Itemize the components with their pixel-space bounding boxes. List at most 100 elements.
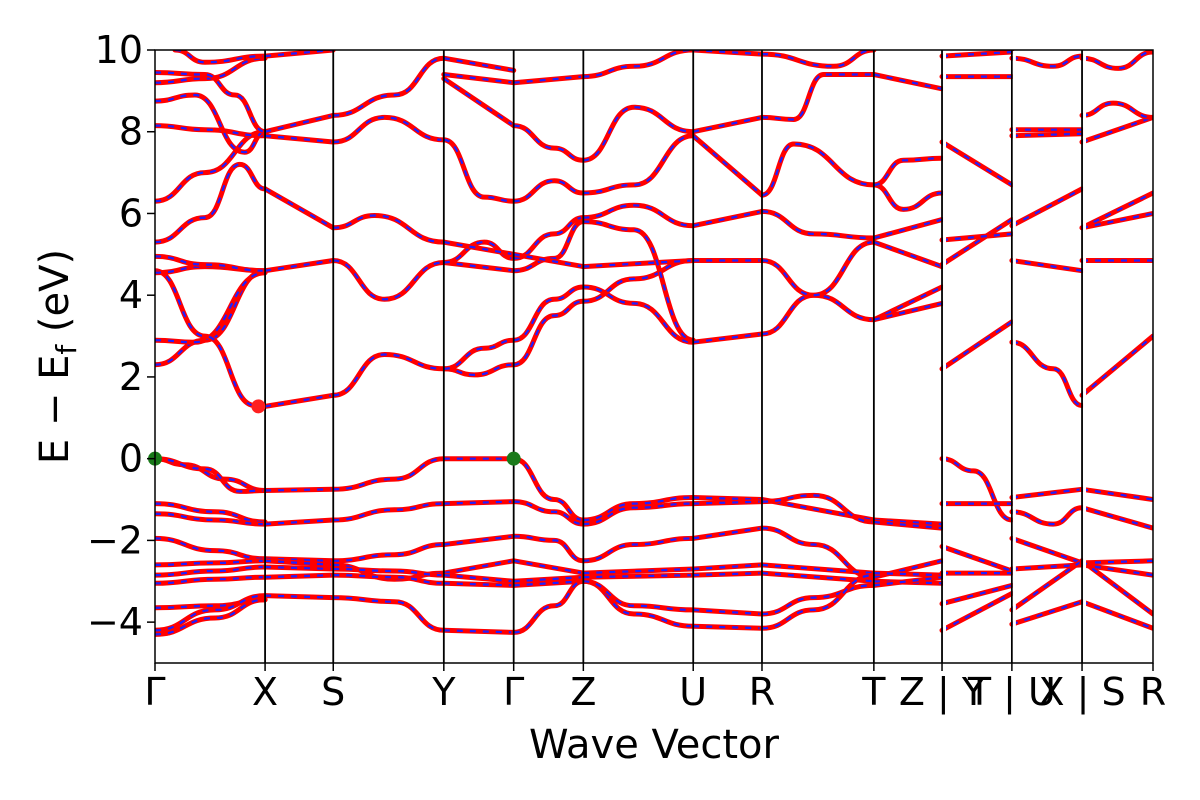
band-line-red bbox=[330, 351, 447, 398]
band-line-red bbox=[262, 112, 336, 135]
band-line-red bbox=[262, 133, 336, 145]
band-line bbox=[511, 215, 586, 261]
band-line-blue-dash bbox=[583, 580, 694, 611]
band-line bbox=[1009, 558, 1085, 613]
band-line-red bbox=[690, 562, 765, 572]
band-line bbox=[1079, 211, 1153, 231]
band-line bbox=[1009, 562, 1085, 572]
band-line-blue-dash bbox=[941, 320, 1013, 370]
band-line bbox=[580, 50, 696, 80]
band-line bbox=[441, 76, 517, 129]
band-line-blue-dash bbox=[155, 93, 266, 154]
band-line bbox=[871, 284, 945, 323]
band-line-blue-dash bbox=[692, 134, 763, 196]
band-line bbox=[155, 501, 268, 525]
band-line bbox=[155, 593, 268, 633]
y-tick-label: 6 bbox=[119, 191, 143, 235]
band-line bbox=[155, 92, 268, 155]
x-tick-label: T bbox=[861, 670, 886, 714]
band-line-red bbox=[330, 212, 447, 245]
band-line-red bbox=[262, 50, 336, 59]
x-tick-label: S bbox=[321, 670, 345, 714]
band-line bbox=[262, 572, 336, 580]
band-line-blue-dash bbox=[941, 592, 1013, 632]
band-line-blue-dash bbox=[1081, 192, 1153, 229]
band-line-red bbox=[690, 495, 765, 502]
band-line bbox=[1009, 599, 1085, 627]
band-line bbox=[330, 572, 447, 586]
band-line bbox=[580, 133, 696, 196]
band-line-red bbox=[172, 50, 268, 65]
x-tick-label: U bbox=[679, 670, 707, 714]
band-line bbox=[1009, 186, 1085, 229]
band-line-blue-dash bbox=[265, 134, 334, 144]
band-line-red bbox=[580, 50, 696, 80]
band-line-blue-dash bbox=[265, 488, 334, 492]
band-line-red bbox=[1079, 558, 1153, 566]
band-line bbox=[441, 239, 517, 257]
band-line bbox=[580, 258, 696, 270]
band-line-blue-dash bbox=[155, 565, 266, 577]
band-line-red bbox=[690, 499, 765, 507]
band-line-blue-dash bbox=[1081, 50, 1153, 70]
band-line bbox=[759, 71, 877, 123]
band-line-blue-dash bbox=[513, 457, 584, 522]
band-line-red bbox=[330, 595, 447, 633]
band-line-blue-dash bbox=[583, 285, 694, 344]
band-line-red bbox=[939, 231, 1015, 243]
band-line-red bbox=[939, 50, 1015, 59]
band-line bbox=[155, 55, 268, 86]
band-line bbox=[1009, 53, 1085, 69]
band-line bbox=[511, 219, 586, 274]
band-line bbox=[690, 208, 765, 229]
band-line bbox=[511, 456, 586, 523]
band-edge-markers bbox=[148, 399, 521, 466]
band-line bbox=[155, 270, 268, 345]
band-line-blue-dash bbox=[264, 394, 334, 408]
band-line bbox=[262, 517, 336, 527]
band-line bbox=[511, 74, 586, 86]
band-line bbox=[1079, 558, 1153, 617]
band-line bbox=[155, 558, 268, 568]
band-line-red bbox=[1079, 505, 1153, 531]
band-line bbox=[1009, 339, 1085, 408]
band-line-blue-dash bbox=[583, 106, 694, 162]
band-line-blue-dash bbox=[1081, 335, 1153, 397]
band-line bbox=[580, 566, 696, 576]
band-line bbox=[939, 217, 1015, 268]
band-line bbox=[262, 112, 336, 135]
vbm-marker bbox=[506, 451, 521, 466]
band-line-red bbox=[690, 208, 765, 229]
band-line-red bbox=[441, 558, 517, 576]
band-line bbox=[871, 182, 945, 212]
band-line-red bbox=[871, 300, 945, 323]
band-line-red bbox=[511, 123, 586, 163]
band-line bbox=[511, 578, 586, 635]
band-line-red bbox=[155, 597, 268, 637]
y-axis-label-sub: f bbox=[50, 344, 83, 355]
band-line-blue-dash bbox=[761, 584, 874, 616]
band-line bbox=[1009, 486, 1085, 500]
band-line bbox=[262, 50, 336, 59]
band-line-blue-dash bbox=[513, 285, 584, 342]
band-line-blue-dash bbox=[693, 496, 763, 501]
band-line-blue-dash bbox=[761, 563, 874, 575]
band-line bbox=[155, 456, 268, 494]
band-line-blue-dash bbox=[583, 220, 694, 342]
band-line-blue-dash bbox=[873, 157, 943, 186]
band-line bbox=[690, 607, 765, 617]
band-line bbox=[441, 627, 517, 635]
band-line bbox=[330, 351, 447, 398]
band-line-blue-dash bbox=[155, 559, 266, 566]
band-line-red bbox=[871, 239, 945, 270]
y-tick-label: 2 bbox=[119, 355, 143, 399]
band-line-blue-dash bbox=[264, 187, 334, 229]
band-line bbox=[1009, 258, 1085, 274]
band-line bbox=[441, 55, 517, 73]
band-line-blue-dash bbox=[693, 500, 763, 505]
band-line-blue-dash bbox=[583, 259, 694, 268]
band-line-red bbox=[1009, 535, 1085, 566]
band-line-blue-dash bbox=[513, 220, 584, 272]
